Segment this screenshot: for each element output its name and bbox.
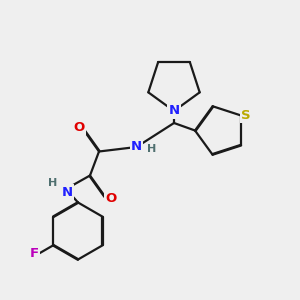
Text: N: N [168, 104, 180, 118]
Text: F: F [30, 247, 39, 260]
Text: O: O [105, 191, 117, 205]
Text: O: O [74, 121, 85, 134]
Text: H: H [147, 144, 157, 154]
Text: H: H [48, 178, 57, 188]
Text: N: N [62, 185, 73, 199]
Text: S: S [241, 109, 250, 122]
Text: N: N [131, 140, 142, 154]
